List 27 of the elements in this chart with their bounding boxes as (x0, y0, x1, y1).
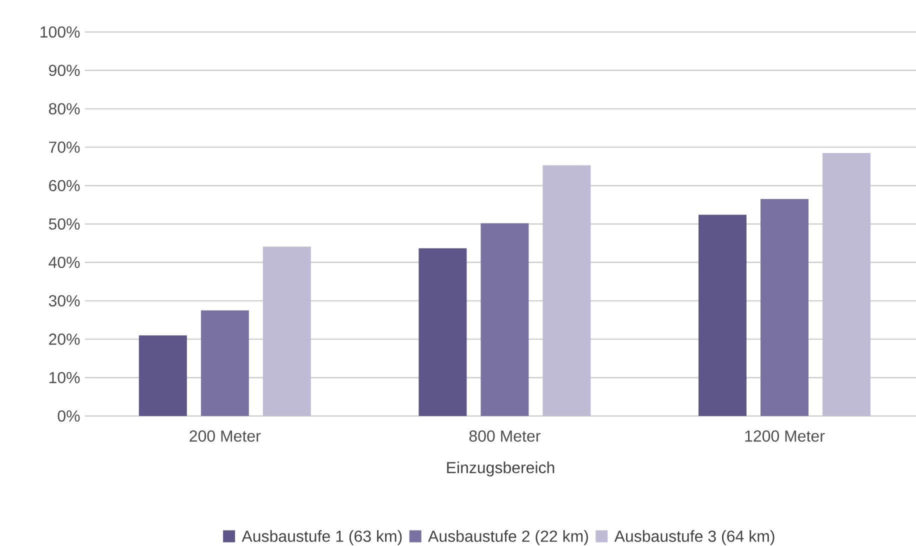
bar (262, 246, 311, 416)
bar (200, 310, 249, 416)
legend-label: Ausbaustufe 3 (64 km) (614, 530, 774, 546)
x-axis-title: Einzugsbereich (447, 462, 554, 476)
y-tick-label: 90% (49, 64, 80, 76)
legend-label: Ausbaustufe 1 (63 km) (242, 530, 402, 546)
y-tick-label: 80% (48, 103, 80, 114)
bar (138, 335, 187, 416)
bar (698, 214, 747, 416)
y-tick-label: 100% (40, 26, 80, 38)
bar (760, 199, 809, 416)
x-tick-label: 200 Meter (190, 430, 261, 442)
x-tick-label: 800 Meter (469, 430, 540, 442)
y-tick-label: 70% (49, 142, 80, 153)
y-tick-label: 60% (49, 180, 80, 192)
bar (480, 223, 529, 416)
y-tick-label: 0% (58, 410, 80, 422)
y-tick-label: 30% (48, 295, 80, 306)
y-tick-label: 10% (49, 372, 80, 384)
y-tick-label: 20% (49, 334, 80, 345)
bar (418, 248, 467, 416)
legend-label: Ausbaustufe 2 (22 km) (428, 530, 588, 546)
bar (822, 152, 871, 416)
x-tick-label: 1200 Meter (745, 430, 825, 442)
bar (542, 165, 591, 416)
y-tick-label: 40% (48, 256, 80, 268)
y-tick-label: 50% (48, 218, 80, 230)
